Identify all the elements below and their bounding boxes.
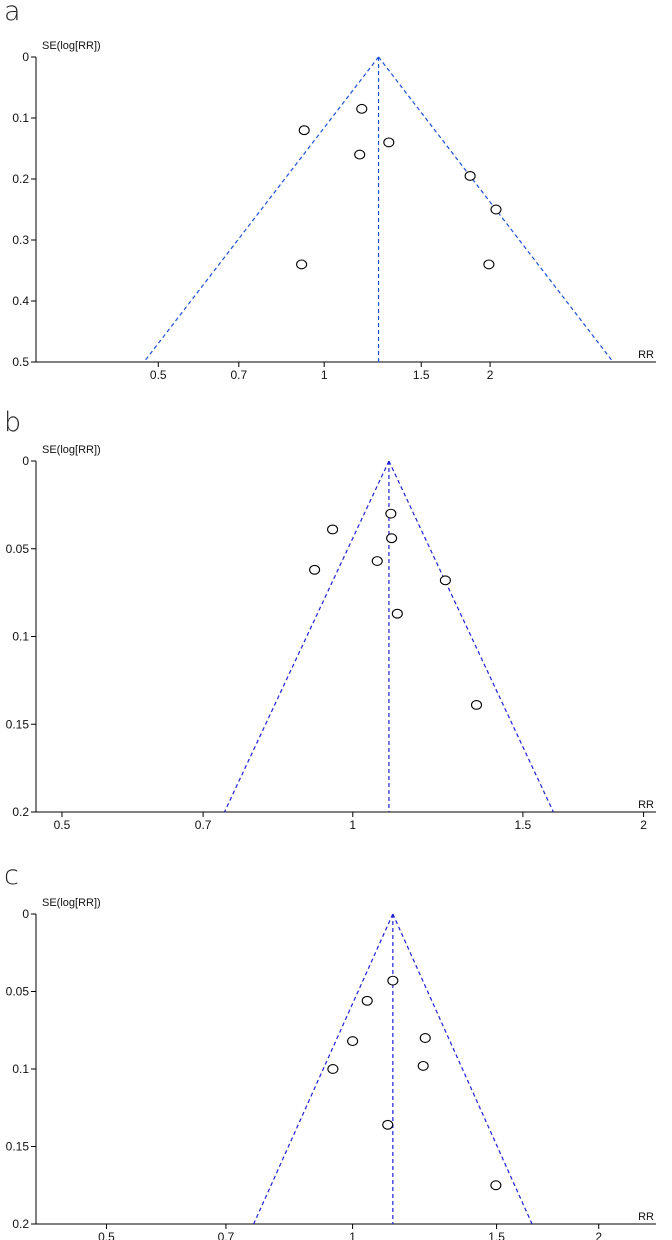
study-point	[298, 125, 310, 136]
y-tick-label: 0	[22, 454, 29, 468]
study-point	[386, 533, 398, 544]
study-point	[470, 699, 483, 710]
panel-b: b 0 0.05 0.1 0.15 0.2 0.5 0.7 1 1.5 2 SE(log[RR]) RR	[4, 407, 656, 832]
study-point	[383, 137, 395, 148]
study-point	[490, 1180, 502, 1191]
y-axis-title: SE(log[RR])	[42, 897, 101, 909]
y-tick-label: 0.4	[12, 294, 29, 308]
y-tick-label: 0	[22, 907, 29, 921]
panel-c: c 0 0.05 0.1 0.15 0.2 0.5 0.7 1 1.5 2 SE(log[RR]) RR	[4, 860, 656, 1240]
funnel-right-line	[388, 460, 554, 813]
study-point	[347, 1036, 359, 1047]
y-axis-title: SE(log[RR])	[42, 444, 101, 456]
y-tick-label: 0.15	[6, 1140, 30, 1154]
x-axis-title: RR	[638, 349, 654, 361]
study-point	[371, 556, 383, 566]
y-tick-label: 0.15	[6, 717, 30, 731]
y-tick-label: 0.2	[12, 1217, 29, 1231]
y-tick-label: 0.3	[12, 233, 29, 247]
x-tick-label: 1.5	[488, 1230, 505, 1240]
study-point	[464, 171, 476, 181]
y-axis-title: SE(log[RR])	[42, 40, 101, 52]
study-point	[490, 204, 502, 215]
y-tick-label: 0	[22, 50, 29, 64]
panel-letter: b	[4, 407, 21, 438]
y-tick-label: 0.05	[6, 542, 30, 556]
x-tick-label: 2	[640, 818, 647, 832]
study-point	[387, 975, 399, 986]
study-point	[483, 259, 495, 270]
funnel-right-line	[392, 913, 533, 1225]
study-point	[327, 524, 339, 535]
x-tick-label: 1.5	[515, 818, 532, 832]
x-tick-label: 2	[487, 368, 494, 382]
funnel-left-line	[223, 460, 390, 813]
x-tick-label: 2	[595, 1230, 602, 1240]
y-tick-label: 0.1	[12, 1062, 29, 1076]
y-tick-label: 0.1	[12, 630, 29, 644]
study-point	[309, 564, 321, 575]
study-point	[382, 1119, 394, 1130]
panel-letter: c	[4, 860, 19, 891]
study-point	[417, 1060, 429, 1071]
x-tick-label: 1	[321, 368, 328, 382]
funnel-left-line	[253, 913, 394, 1225]
x-tick-label: 1	[349, 818, 356, 832]
x-tick-label: 1	[349, 1230, 356, 1240]
study-point	[419, 1033, 431, 1043]
panel-letter: a	[4, 0, 21, 27]
y-tick-label: 0.5	[12, 355, 29, 369]
panel-a: a 0 0.1 0.2 0.3 0.4 0.5 0.5 0.7 1 1.5 2 SE(log[RR]) R…	[4, 0, 656, 382]
x-axis-title: RR	[638, 1211, 654, 1223]
study-point	[327, 1064, 339, 1074]
x-tick-label: 0.5	[54, 818, 71, 832]
y-tick-label: 0.2	[12, 805, 29, 819]
study-point	[354, 149, 366, 160]
y-tick-label: 0.1	[12, 111, 29, 125]
x-tick-label: 0.5	[150, 368, 167, 382]
x-tick-label: 1.5	[413, 368, 430, 382]
funnel-left-line	[143, 56, 380, 363]
study-point	[296, 259, 308, 270]
x-tick-label: 0.7	[195, 818, 212, 832]
study-point	[439, 575, 451, 586]
study-point	[356, 103, 368, 114]
x-tick-label: 0.7	[230, 368, 247, 382]
x-axis-title: RR	[638, 799, 654, 811]
x-tick-label: 0.5	[98, 1230, 115, 1240]
x-tick-label: 0.7	[218, 1230, 235, 1240]
study-point	[385, 508, 397, 519]
study-point	[361, 995, 373, 1006]
study-point	[391, 608, 403, 619]
y-tick-label: 0.2	[12, 172, 29, 186]
y-tick-label: 0.05	[6, 985, 30, 999]
